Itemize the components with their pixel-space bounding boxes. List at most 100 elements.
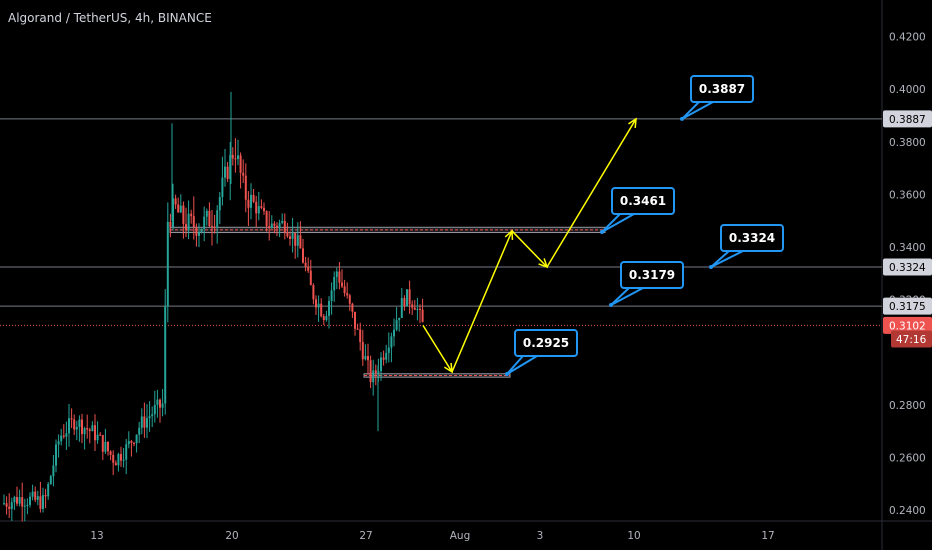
last-price-label: 0.3102 [889,320,926,332]
callout-label: 0.3179 [629,268,675,282]
x-tick-label: 3 [537,530,544,542]
candle-body [130,441,133,443]
candle-body [10,502,13,509]
candle-body [406,289,408,307]
chart-title: Algorand / TetherUS, 4h, BINANCE [8,11,212,25]
candle-body [36,496,39,500]
price-level-label: 0.3175 [889,301,926,313]
candle-body [187,213,190,231]
price-level-label: 0.3887 [889,114,926,126]
candle-body [195,227,198,236]
candle-body [263,207,265,212]
candle-body [198,232,200,236]
candle-body [276,225,278,229]
candle-body [5,503,8,507]
candle-body [281,220,284,223]
candle-body [403,298,406,307]
candle-body [8,506,11,509]
candle-body [226,166,229,179]
projection-arrowhead [443,362,453,374]
candle-body [75,426,78,430]
candle-body [117,454,120,466]
candle-body [23,505,26,507]
candle-body [278,222,281,229]
candle-body [200,228,203,233]
candle-body [320,303,323,317]
candle-body [203,216,206,229]
candle-body [385,352,388,360]
candle-body [244,175,247,200]
candle-body [302,248,304,263]
callout-box [611,187,675,215]
candle-body [268,226,271,228]
candle-body [135,434,138,444]
candle-body [68,418,70,434]
y-tick-label: 0.4200 [889,32,926,44]
candle-body [138,427,141,435]
candle-body [335,271,338,277]
candle-body [312,285,315,300]
candle-body [26,504,29,506]
candle-body [185,224,187,231]
callout-pointer [610,287,644,306]
candle-body [408,289,411,305]
candle-body [65,433,68,437]
candle-body [224,166,226,178]
callout-anchor [609,303,613,307]
candle-body [304,262,307,267]
y-tick-label: 0.2800 [889,400,926,412]
candle-body [265,211,268,227]
candle-body [270,223,273,228]
candle-body [218,197,221,211]
x-tick-label: 20 [225,530,238,542]
x-tick-label: 13 [90,530,103,542]
candle-body [273,223,276,226]
candle-body [382,357,385,360]
candle-body [31,491,34,497]
candle-body [3,503,5,505]
x-tick-label: 27 [359,530,372,542]
y-tick-label: 0.2600 [889,452,926,464]
candle-body [286,232,289,237]
candle-body [239,155,242,173]
candle-body [177,204,180,213]
price-level-label-bg [883,110,932,128]
candle-body [325,315,328,321]
last-price-label-bg [883,316,932,334]
candle-body [216,210,219,228]
callout-label: 0.3324 [729,231,775,245]
candle-body [107,441,109,452]
candle-body [109,451,112,455]
countdown-label-bg [891,330,932,348]
candle-body [369,360,372,383]
candle-body [338,271,341,283]
candle-body [192,216,195,228]
candle-body [291,232,294,239]
candle-body [140,416,143,428]
candle-body [174,198,177,205]
candle-body [234,158,237,160]
candle-body [380,357,382,372]
candle-body [372,370,375,383]
candle-body [151,414,154,417]
candle-body [16,497,18,504]
candle-body [257,206,260,214]
candle-body [346,293,349,296]
y-tick-label: 0.3400 [889,242,926,254]
countdown-label: 47:16 [896,334,927,346]
candle-body [179,205,182,213]
candle-body [161,403,164,408]
candle-body [330,290,333,301]
callout-anchor [600,230,604,234]
y-tick-label: 0.4000 [889,84,926,96]
projection-arrowhead [628,117,637,128]
candle-body [133,442,135,444]
candle-body [172,198,174,227]
callout-pointer [710,250,744,268]
candle-body [237,155,239,159]
candle-body [83,428,86,435]
callout-box [720,224,784,252]
candle-body [229,154,232,179]
candle-body [88,429,91,432]
candle-body [148,416,151,419]
